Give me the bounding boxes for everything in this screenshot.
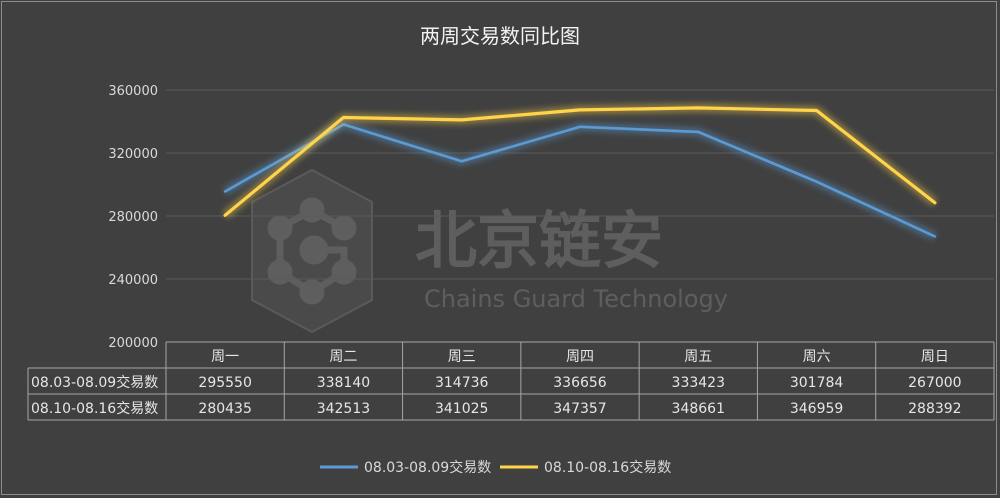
watermark-network-icon — [267, 197, 357, 305]
y-axis: 360000 320000 280000 240000 200000 — [108, 84, 158, 351]
table-value: 267000 — [908, 375, 961, 391]
table-value: 301784 — [790, 375, 844, 391]
chart-title: 两周交易数同比图 — [420, 24, 580, 48]
x-category-label: 周日 — [921, 349, 949, 365]
y-tick-label: 280000 — [108, 210, 158, 225]
table-value: 288392 — [908, 401, 961, 417]
y-tick-label: 240000 — [108, 273, 158, 288]
legend: 08.03-08.09交易数 08.10-08.16交易数 — [320, 459, 671, 476]
watermark-sub-text: Chains Guard Technology — [424, 285, 728, 313]
table-value: 280435 — [198, 401, 251, 417]
legend-label: 08.03-08.09交易数 — [364, 459, 491, 476]
table-series-name: 08.03-08.09交易数 — [31, 374, 158, 391]
watermark-logo-text: 北京链安 — [415, 204, 663, 277]
table-series-name: 08.10-08.16交易数 — [31, 400, 158, 417]
y-tick-label: 200000 — [108, 336, 158, 351]
x-category-label: 周五 — [684, 349, 712, 365]
x-category-label: 周一 — [211, 349, 239, 365]
table-value: 295550 — [198, 375, 251, 391]
watermark: 北京链安 Chains Guard Technology — [251, 168, 728, 334]
x-category-label: 周四 — [566, 349, 594, 365]
table-value: 347357 — [553, 401, 606, 417]
series-lines — [222, 103, 938, 241]
table-value: 346959 — [790, 401, 843, 417]
table-value: 336656 — [553, 375, 607, 391]
table-value: 348661 — [672, 401, 725, 417]
data-table: 周一 周二 周三 周四 周五 周六 周日 08.03-08.09交易数 295550 338140… — [27, 341, 995, 421]
legend-label: 08.10-08.16交易数 — [544, 459, 671, 476]
x-category-label: 周二 — [329, 349, 357, 365]
y-tick-label: 320000 — [108, 147, 158, 162]
table-value: 341025 — [435, 401, 488, 417]
x-category-label: 周六 — [803, 349, 831, 365]
x-category-label: 周三 — [448, 349, 476, 365]
table-value: 333423 — [672, 375, 725, 391]
y-tick-label: 360000 — [108, 84, 158, 99]
table-value: 338140 — [317, 375, 370, 391]
table-value: 314736 — [435, 375, 489, 391]
table-value: 342513 — [317, 401, 370, 417]
